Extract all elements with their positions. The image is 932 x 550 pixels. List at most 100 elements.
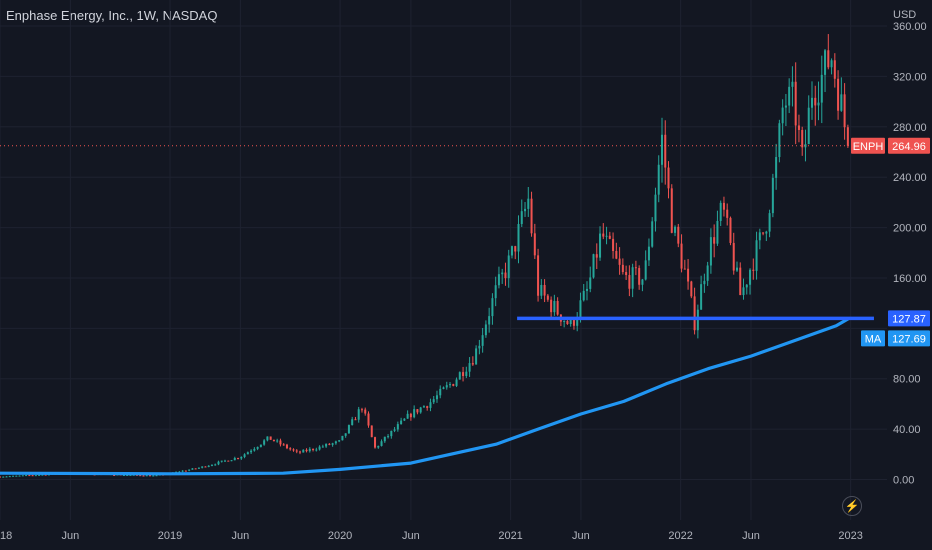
candle-body	[651, 221, 654, 247]
candle-body	[599, 233, 602, 258]
candle-body	[820, 74, 823, 103]
candle	[432, 395, 435, 405]
x-tick-label: 2018	[0, 530, 12, 542]
candle-body	[194, 468, 197, 470]
candle	[589, 266, 592, 293]
candle-body	[432, 399, 435, 403]
candle	[833, 53, 836, 88]
y-tick-label: 80.00	[893, 374, 921, 386]
candle-body	[824, 50, 827, 75]
candle	[488, 307, 491, 333]
candle-body	[784, 105, 787, 108]
candle-body	[409, 413, 412, 418]
candle-body	[735, 267, 739, 271]
candle-body	[435, 395, 438, 400]
candle-body	[837, 78, 840, 111]
candle	[716, 210, 719, 246]
candle	[628, 265, 631, 297]
candle-body	[357, 409, 360, 420]
candle-body	[501, 272, 504, 275]
candle-body	[745, 284, 748, 288]
candle-body	[266, 436, 269, 441]
support-price-tag-bg	[888, 310, 930, 327]
candle-body	[145, 475, 148, 477]
candle-body	[126, 474, 129, 476]
candle	[240, 456, 243, 460]
candle-body	[321, 446, 324, 448]
candle	[439, 385, 442, 399]
candle-body	[520, 211, 523, 224]
candle-body	[455, 379, 458, 386]
candle-body	[657, 164, 660, 195]
candle-body	[781, 107, 784, 124]
candle-body	[201, 466, 204, 468]
candle-body	[2, 476, 5, 478]
candle-body	[135, 474, 138, 476]
candle-body	[197, 467, 200, 469]
candle	[422, 405, 425, 408]
candle-body	[713, 237, 716, 244]
candle-body	[615, 251, 618, 259]
candle-body	[709, 237, 712, 266]
candle-body	[478, 345, 481, 349]
candle-body	[465, 371, 468, 377]
candle	[758, 228, 761, 250]
candle-body	[44, 474, 47, 476]
candle-body	[442, 387, 445, 389]
candle-body	[680, 243, 683, 269]
candle	[194, 468, 197, 470]
candle-body	[817, 102, 820, 106]
ma-value-tag-text: 127.69	[892, 333, 926, 345]
lightning-icon[interactable]: ⚡	[842, 496, 862, 516]
candle-body	[726, 209, 729, 218]
candle-body	[305, 449, 308, 452]
candle-body	[246, 452, 249, 455]
candle	[341, 435, 344, 441]
y-tick-label: 280.00	[893, 122, 927, 134]
candle-body	[390, 430, 393, 437]
candle	[687, 259, 690, 290]
candle-body	[582, 290, 585, 301]
candle	[491, 293, 494, 325]
candle-body	[765, 231, 768, 234]
candle-body	[302, 449, 305, 453]
candle	[34, 475, 37, 477]
candle	[367, 411, 370, 428]
candle	[468, 357, 471, 377]
candle	[739, 262, 742, 296]
ma-line	[0, 317, 850, 476]
candle	[357, 406, 360, 423]
candle-body	[768, 213, 771, 232]
candle	[771, 173, 774, 218]
candle	[709, 228, 712, 274]
candle-body	[840, 94, 843, 111]
candle-body	[393, 429, 396, 431]
candle-body	[181, 470, 184, 472]
candle	[435, 390, 438, 403]
candle-body	[282, 444, 285, 446]
candle	[634, 260, 637, 276]
candle	[243, 453, 246, 459]
support-price-tag: 127.87	[888, 310, 930, 327]
candle-body	[377, 445, 380, 448]
candle-body	[556, 300, 559, 315]
candle	[742, 278, 745, 300]
candle	[504, 262, 507, 286]
candle	[608, 231, 611, 240]
candle-body	[612, 238, 615, 252]
candle	[775, 143, 778, 190]
grid-lines	[0, 0, 887, 520]
candle-body	[481, 335, 484, 346]
candle-body	[12, 475, 15, 477]
candle	[452, 383, 455, 387]
candle	[191, 468, 194, 470]
candle	[18, 475, 21, 477]
candle	[768, 209, 771, 238]
candle-body	[589, 277, 592, 289]
candle-body	[403, 418, 406, 421]
candle-body	[253, 448, 256, 451]
candle-body	[259, 444, 262, 447]
y-axis-unit: USD	[893, 9, 916, 21]
candle	[660, 117, 663, 183]
